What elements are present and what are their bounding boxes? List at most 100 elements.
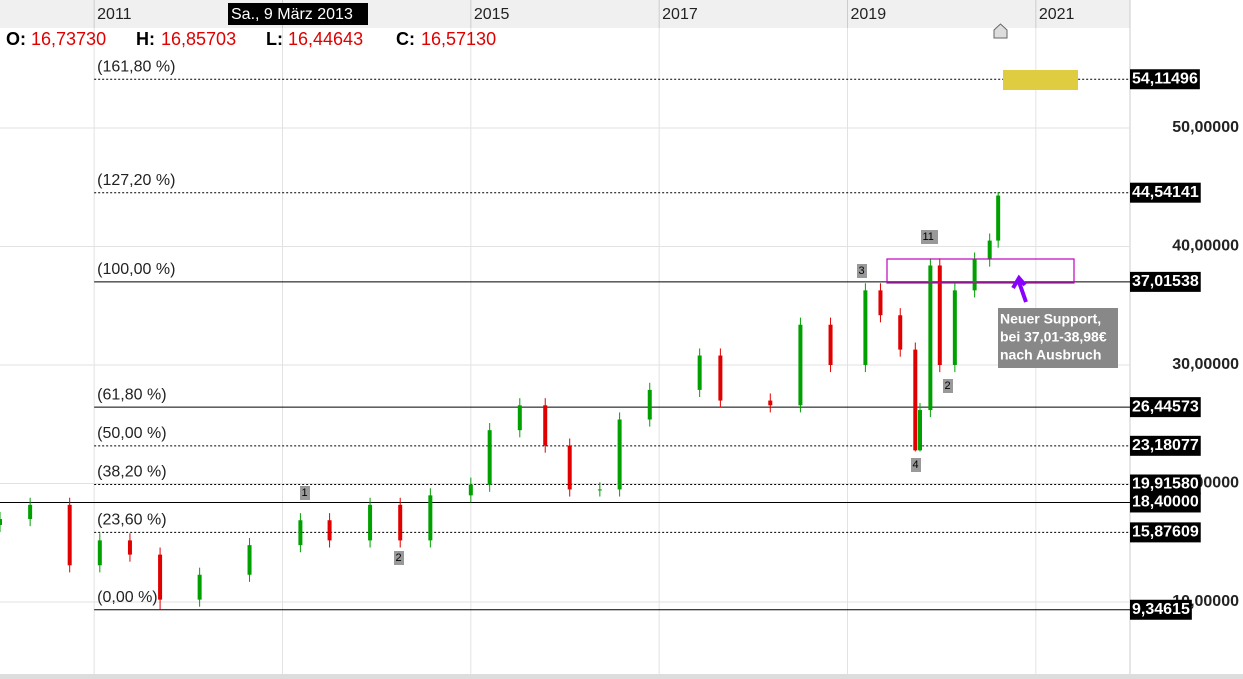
wave-label: 2 <box>945 380 951 392</box>
candle-body <box>918 410 923 451</box>
x-tick-label: 2017 <box>662 6 698 23</box>
wave-box <box>300 486 310 500</box>
candle-body <box>928 265 933 411</box>
header-value: 16,57130 <box>421 29 496 49</box>
candle-body <box>878 290 883 316</box>
candle-body <box>97 540 102 566</box>
overlay: 54,11496 44,54141 37,01538 26,44573 23,18077… <box>300 69 1201 620</box>
level-label: (0,00 %) <box>97 589 157 606</box>
level-label: (38,20 %) <box>97 464 166 481</box>
level-price-box <box>1130 599 1192 620</box>
level-price-box <box>1130 182 1201 203</box>
candle-body <box>597 489 602 491</box>
wave-box <box>943 379 953 393</box>
bottom-bar <box>0 674 1243 679</box>
note-box <box>998 308 1118 368</box>
x-tick-label: 2021 <box>1039 6 1075 23</box>
note-text: nach Ausbruch <box>1000 347 1101 363</box>
marker <box>993 23 1008 39</box>
level-label: (61,80 %) <box>97 386 166 403</box>
candle-body <box>898 315 903 350</box>
level-price: 9,34615 <box>1132 601 1190 618</box>
candle-body <box>487 430 492 485</box>
header-value: 16,85703 <box>161 29 236 49</box>
candle-body <box>647 389 652 420</box>
candle-body <box>937 265 942 366</box>
wave-label: 11 <box>923 231 934 243</box>
header: O: 16,73730 H: 16,85703 L: 16,44643 C: 16,57130… <box>6 3 496 49</box>
candle-body <box>617 419 622 490</box>
header-label: O: <box>6 29 26 49</box>
level-price-box <box>1130 435 1201 456</box>
candle-body <box>398 504 403 541</box>
levels: (161,80 %) (127,20 %) (100,00 %) (61,80 %) (… <box>0 58 1130 611</box>
candle-body <box>996 195 1001 241</box>
candle-body <box>298 520 303 546</box>
y-tick-label: 30,00000 <box>1172 356 1239 373</box>
level-price: 26,44573 <box>1132 398 1199 415</box>
level-label: (100,00 %) <box>97 261 175 278</box>
candle-body <box>952 290 957 366</box>
wave-box <box>857 264 867 278</box>
candle-body <box>197 574 202 600</box>
candle-body <box>718 355 723 401</box>
target-box <box>1003 70 1078 90</box>
x-tick-label: 2011 <box>97 6 132 23</box>
level-price-box <box>1130 271 1201 292</box>
level-price: 15,87609 <box>1132 524 1199 541</box>
wave-box <box>394 551 404 565</box>
candle-body <box>798 324 803 406</box>
level-label: (161,80 %) <box>97 58 175 75</box>
candle-body <box>368 504 373 541</box>
note-text: Neuer Support, <box>1000 311 1101 327</box>
candle-body <box>158 554 163 600</box>
level-label: (50,00 %) <box>97 425 166 442</box>
candle-body <box>468 484 473 496</box>
candle-body <box>768 400 773 406</box>
wave-label: 4 <box>913 459 919 471</box>
wave-label: 1 <box>302 487 308 499</box>
level-price: 44,54141 <box>1132 184 1199 201</box>
y-tick-label: 50,00000 <box>1172 119 1239 136</box>
header-label: C: <box>396 29 415 49</box>
candle-body <box>972 259 977 291</box>
header-value: 16,73730 <box>31 29 106 49</box>
candle-body <box>327 520 332 541</box>
level-price: 37,01538 <box>1132 273 1199 290</box>
level-price: 19,91580 <box>1132 476 1199 493</box>
level-price-box <box>1130 397 1201 418</box>
note-text: bei 37,01-38,98€ <box>1000 329 1107 345</box>
arrow <box>1011 274 1028 303</box>
candle-body <box>543 405 548 446</box>
support-zone <box>886 258 1075 284</box>
level-price: 54,11496 <box>1132 70 1198 87</box>
candle-body <box>828 324 833 366</box>
candle-body <box>863 290 868 366</box>
level-price-box <box>1130 492 1201 513</box>
header-label: L: <box>266 29 283 49</box>
level-price-box <box>1130 474 1201 495</box>
wave-box <box>921 230 938 244</box>
wave-box <box>911 458 921 472</box>
level-label: (127,20 %) <box>97 172 175 189</box>
level-price: 23,18077 <box>1132 437 1199 454</box>
wave-label: 3 <box>859 265 865 277</box>
candle-body <box>913 349 918 451</box>
level-price: 18,40000 <box>1132 494 1199 511</box>
candle-body <box>567 445 572 490</box>
level-price-box <box>1130 522 1201 543</box>
cursor-box <box>228 3 368 25</box>
candle-body <box>428 495 433 541</box>
level-price-box <box>1130 69 1200 90</box>
x-tick-label: 2019 <box>851 6 887 23</box>
candle-body <box>697 355 702 390</box>
x-tick-label: 2015 <box>474 6 510 23</box>
candle-body <box>67 504 72 566</box>
candle-body <box>0 519 2 525</box>
candle-body <box>247 545 252 575</box>
candle-body <box>28 504 33 520</box>
wave-label: 2 <box>396 552 402 564</box>
header-value: 16,44643 <box>288 29 363 49</box>
y-tick-label: 40,00000 <box>1172 238 1239 255</box>
